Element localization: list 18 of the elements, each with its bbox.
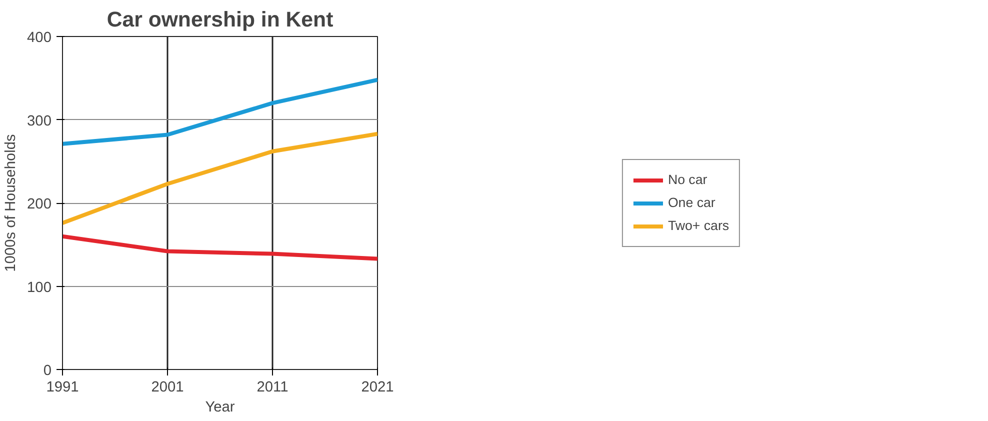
x-tick-label: 1991 xyxy=(46,380,79,396)
line-series xyxy=(62,132,378,225)
y-tick-label: 200 xyxy=(27,196,52,212)
line-series xyxy=(62,234,378,261)
x-tick-label: 2021 xyxy=(361,380,394,396)
line-series xyxy=(62,78,378,146)
y-tick-label: 0 xyxy=(43,363,52,379)
chart-title: Car ownership in Kent xyxy=(106,8,334,32)
x-axis-title: Year xyxy=(205,400,235,416)
legend-label: No car xyxy=(668,172,708,187)
x-tick-label: 2011 xyxy=(256,380,288,396)
y-axis-title: 1000s of Households xyxy=(3,134,20,272)
x-tick-label: 2001 xyxy=(151,380,184,396)
y-tick-label: 100 xyxy=(27,280,52,296)
legend-label: One car xyxy=(668,195,716,210)
y-tick-label: 300 xyxy=(27,113,52,130)
y-tick-label: 400 xyxy=(27,30,52,46)
legend-label: Two+ cars xyxy=(668,218,730,233)
